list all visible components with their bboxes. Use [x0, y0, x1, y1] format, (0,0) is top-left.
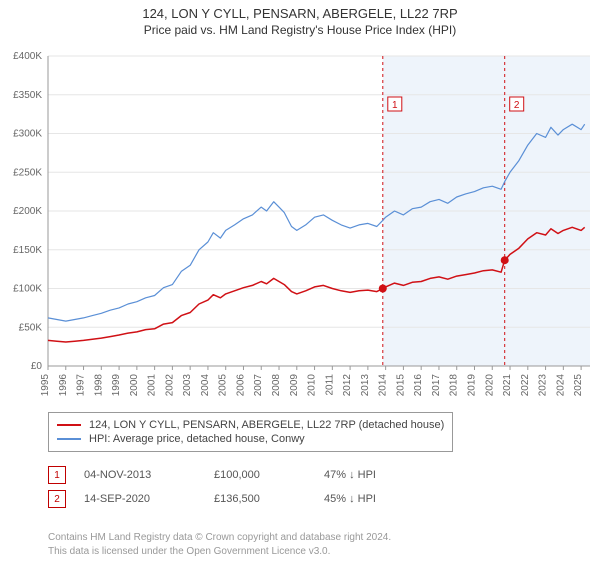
svg-text:1998: 1998	[93, 374, 104, 397]
svg-text:1997: 1997	[76, 374, 87, 397]
event-badge: 1	[48, 466, 66, 484]
svg-text:2007: 2007	[253, 374, 264, 397]
svg-text:2006: 2006	[235, 374, 246, 397]
event-price: £136,500	[214, 493, 324, 505]
svg-text:£300K: £300K	[13, 129, 42, 140]
legend: 124, LON Y CYLL, PENSARN, ABERGELE, LL22…	[48, 412, 453, 452]
svg-text:2009: 2009	[289, 374, 300, 397]
svg-text:2005: 2005	[218, 374, 229, 397]
svg-text:1999: 1999	[111, 374, 122, 397]
svg-text:2002: 2002	[164, 374, 175, 397]
event-price: £100,000	[214, 469, 324, 481]
svg-text:£150K: £150K	[13, 245, 42, 256]
footer-attribution: Contains HM Land Registry data © Crown c…	[48, 531, 391, 558]
svg-text:2000: 2000	[129, 374, 140, 397]
svg-text:£100K: £100K	[13, 284, 42, 295]
svg-text:1: 1	[392, 100, 398, 111]
svg-text:£400K: £400K	[13, 51, 42, 62]
page-title: 124, LON Y CYLL, PENSARN, ABERGELE, LL22…	[0, 6, 600, 21]
svg-text:£200K: £200K	[13, 206, 42, 217]
legend-label: HPI: Average price, detached house, Conw…	[89, 433, 305, 445]
svg-text:2012: 2012	[342, 374, 353, 397]
svg-text:£0: £0	[31, 361, 43, 372]
legend-swatch	[57, 424, 81, 426]
svg-text:£250K: £250K	[13, 167, 42, 178]
event-date: 14-SEP-2020	[84, 493, 214, 505]
svg-text:2023: 2023	[538, 374, 549, 397]
footer-line-2: This data is licensed under the Open Gov…	[48, 545, 391, 559]
event-row: 2 14-SEP-2020 £136,500 45% ↓ HPI	[48, 490, 434, 508]
svg-text:1995: 1995	[40, 374, 51, 397]
svg-text:2017: 2017	[431, 374, 442, 397]
line-chart: £0 £50K £100K £150K £200K £250K £300K £350K £400…	[0, 46, 600, 406]
svg-text:2022: 2022	[520, 374, 531, 397]
event-delta: 45% ↓ HPI	[324, 493, 434, 505]
svg-text:2003: 2003	[182, 374, 193, 397]
event-date: 04-NOV-2013	[84, 469, 214, 481]
svg-text:2013: 2013	[360, 374, 371, 397]
svg-text:2001: 2001	[147, 374, 158, 397]
svg-text:2025: 2025	[573, 374, 584, 397]
svg-text:2: 2	[514, 100, 520, 111]
event-row: 1 04-NOV-2013 £100,000 47% ↓ HPI	[48, 466, 434, 484]
event-delta: 47% ↓ HPI	[324, 469, 434, 481]
events-table: 1 04-NOV-2013 £100,000 47% ↓ HPI 2 14-SE…	[48, 460, 434, 514]
svg-text:£350K: £350K	[13, 90, 42, 101]
svg-text:2015: 2015	[395, 374, 406, 397]
svg-text:2016: 2016	[413, 374, 424, 397]
svg-text:2008: 2008	[271, 374, 282, 397]
svg-text:2011: 2011	[324, 374, 335, 396]
svg-text:2004: 2004	[200, 374, 211, 397]
legend-label: 124, LON Y CYLL, PENSARN, ABERGELE, LL22…	[89, 419, 444, 431]
legend-item: HPI: Average price, detached house, Conw…	[57, 433, 444, 445]
legend-item: 124, LON Y CYLL, PENSARN, ABERGELE, LL22…	[57, 419, 444, 431]
svg-text:2021: 2021	[502, 374, 513, 397]
footer-line-1: Contains HM Land Registry data © Crown c…	[48, 531, 391, 545]
svg-text:2019: 2019	[466, 374, 477, 397]
svg-text:2010: 2010	[307, 374, 318, 397]
svg-text:1996: 1996	[58, 374, 69, 397]
page-subtitle: Price paid vs. HM Land Registry's House …	[0, 23, 600, 37]
svg-text:2020: 2020	[484, 374, 495, 397]
svg-text:£50K: £50K	[19, 322, 43, 333]
legend-swatch	[57, 438, 81, 440]
chart-area: £0 £50K £100K £150K £200K £250K £300K £350K £400…	[0, 46, 600, 406]
svg-text:2014: 2014	[378, 374, 389, 397]
event-badge: 2	[48, 490, 66, 508]
svg-text:2018: 2018	[449, 374, 460, 397]
svg-text:2024: 2024	[555, 374, 566, 397]
